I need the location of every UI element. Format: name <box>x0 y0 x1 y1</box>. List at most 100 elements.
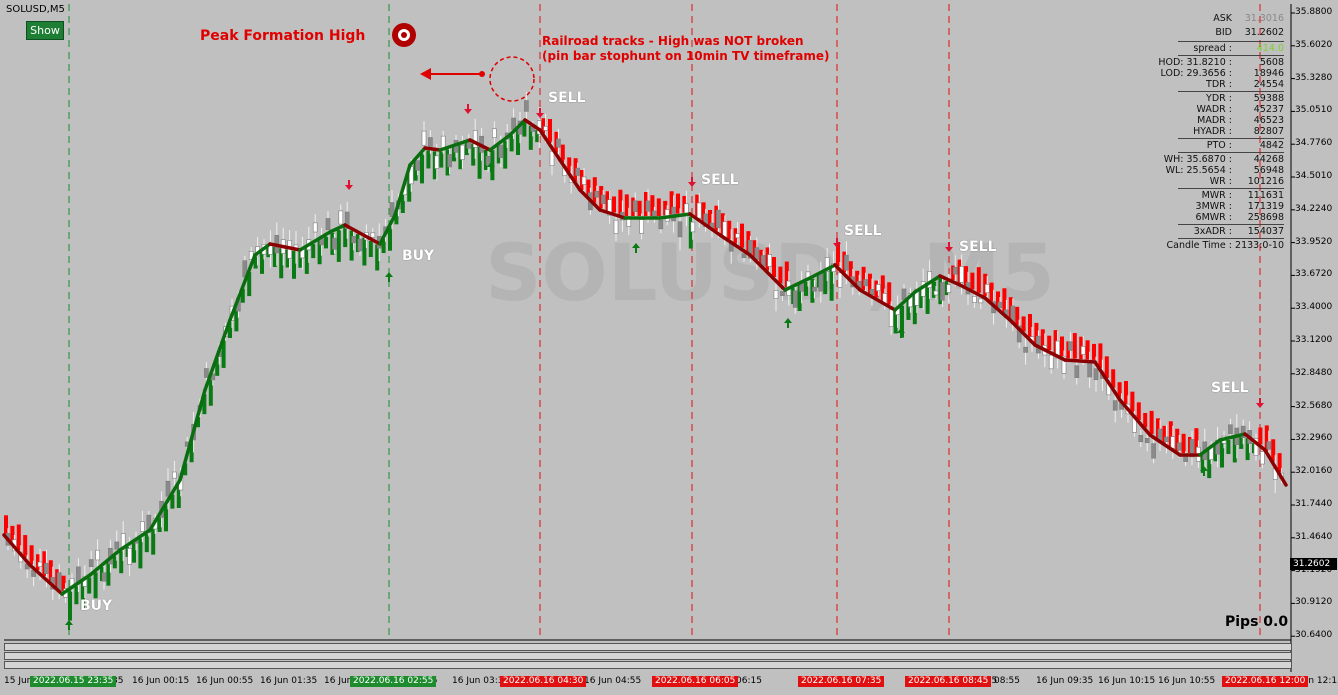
cloud-bar <box>829 268 834 301</box>
candle-body <box>1176 442 1182 451</box>
sell-signal-label: SELL <box>1211 380 1249 396</box>
candle-body <box>440 135 446 149</box>
cloud-bar <box>119 551 124 574</box>
candle-body <box>498 144 504 158</box>
ma-segment <box>748 253 787 292</box>
cloud-bar <box>464 143 469 156</box>
candle-body <box>818 273 824 292</box>
cloud-bar <box>804 281 808 296</box>
candle-body <box>37 561 43 567</box>
ma-segment <box>558 158 582 192</box>
cloud-bar <box>772 257 776 277</box>
down-arrow-icon <box>1256 398 1264 408</box>
cloud-bar <box>560 144 565 163</box>
subwindow-strip <box>4 652 1292 660</box>
ma-segment <box>1118 398 1152 437</box>
ma-segment <box>488 133 512 152</box>
ma-segment <box>253 242 272 257</box>
cloud-bar <box>912 294 917 325</box>
candle-body <box>1266 441 1272 450</box>
candle-body <box>741 253 747 258</box>
price-tick-label: 35.0510 <box>1295 105 1333 116</box>
candle-body <box>575 167 580 176</box>
cloud-bar <box>452 147 456 162</box>
ma-segment <box>343 223 382 246</box>
candle-body <box>338 210 344 225</box>
ma-segment <box>783 276 812 292</box>
info-row-tdr: TDR :24554 <box>1206 79 1284 90</box>
candle-body <box>1138 434 1144 443</box>
time-tick-label: 16 Jun 04:55 <box>584 676 642 686</box>
subwindow-strip <box>4 643 1292 651</box>
candle-body <box>888 309 894 328</box>
candle-body <box>447 154 452 168</box>
cloud-bar <box>1060 336 1064 357</box>
cloud-bar <box>16 524 21 551</box>
cloud-bar <box>1168 421 1173 447</box>
ma-segment <box>538 128 562 162</box>
cloud-bar <box>1149 410 1154 435</box>
info-row-6mwr: 6MWR :258698 <box>1195 212 1284 223</box>
time-tick-label: 16 Jun 00:55 <box>196 676 254 686</box>
cloud-bar <box>362 237 367 266</box>
candle-body <box>492 128 497 138</box>
price-tick-label: 35.3280 <box>1295 72 1333 83</box>
ma-segment <box>2 533 32 567</box>
candle-body <box>312 222 318 233</box>
candle-body <box>1253 438 1259 456</box>
railroad-arrow-icon <box>420 68 485 80</box>
candle-body <box>101 572 107 582</box>
candle-body <box>1228 424 1233 434</box>
sell-signal-label: SELL <box>844 223 882 239</box>
ma-segment <box>28 563 64 596</box>
info-row-ydr: YDR :59388 <box>1206 93 1284 104</box>
candle-body <box>972 296 977 303</box>
cloud-bar <box>80 581 85 610</box>
info-row-spread: spread :414.0 <box>1193 43 1284 54</box>
cloud-bar <box>509 135 514 152</box>
cloud-bar <box>868 273 872 294</box>
ma-segment <box>118 528 152 552</box>
price-tick-label: 31.4640 <box>1295 531 1333 542</box>
price-tick-label: 32.8480 <box>1295 367 1333 378</box>
cloud-bar <box>1040 329 1045 347</box>
ma-segment <box>833 263 862 292</box>
info-row-hyadr: HYADR :82807 <box>1193 126 1284 137</box>
candle-body <box>594 190 600 198</box>
candle-body <box>690 221 696 233</box>
time-tick-label: 15 Jun <box>4 676 33 686</box>
candle-body <box>863 279 868 287</box>
candle-body <box>1170 436 1176 449</box>
cloud-bar <box>996 291 1000 308</box>
price-axis-ticks <box>1291 12 1295 637</box>
cloud-bar <box>183 463 188 476</box>
ma-segment <box>858 288 897 312</box>
candle-body <box>1189 439 1195 458</box>
down-arrow-icon <box>464 104 472 114</box>
ma-segment <box>328 223 347 234</box>
cloud-bar <box>394 212 399 225</box>
up-arrow-icon <box>632 243 640 253</box>
cloud-bar <box>407 169 412 202</box>
cloud-bar <box>279 248 284 279</box>
cloud-bar <box>1085 340 1090 360</box>
cloud-bar <box>413 160 418 181</box>
info-row-3xadr: 3xADR :154037 <box>1193 226 1284 237</box>
candle-body <box>351 236 356 244</box>
current-price-tag: 31.2602 <box>1290 558 1337 570</box>
candle-body <box>997 301 1003 309</box>
candle-body <box>140 521 145 532</box>
cloud-bar <box>618 189 623 215</box>
cloud-bar <box>420 153 424 184</box>
cloud-bar <box>925 285 930 314</box>
cloud-bar <box>989 282 994 302</box>
cloud-bar <box>900 305 904 338</box>
ma-segment <box>983 296 1012 322</box>
cloud-bar <box>381 239 386 254</box>
cloud-bar <box>253 256 258 269</box>
cloud-bar <box>138 538 143 569</box>
candle-body <box>165 480 171 497</box>
show-button[interactable]: Show <box>26 21 64 40</box>
cloud-bar <box>208 375 213 406</box>
